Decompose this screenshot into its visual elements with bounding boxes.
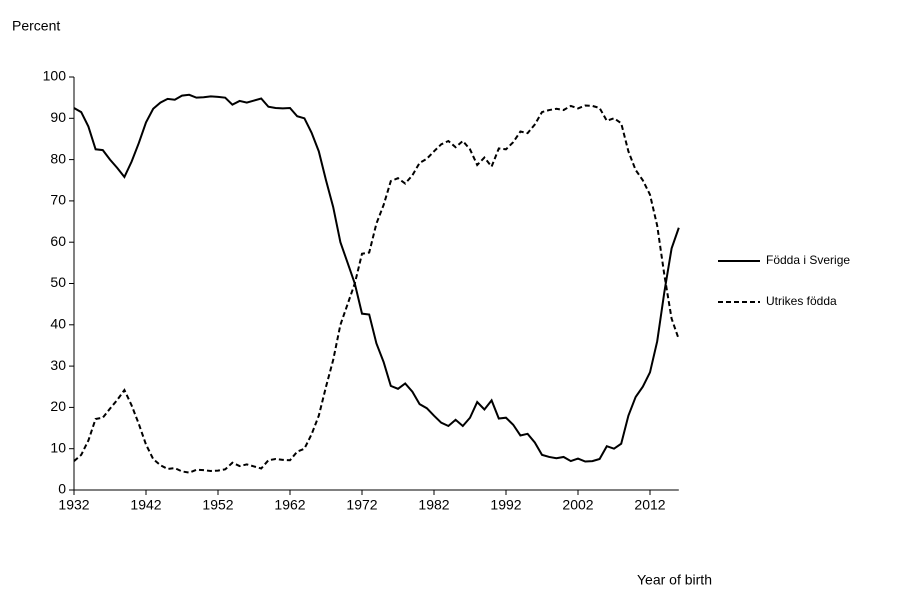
y-tick-label: 30 (50, 357, 66, 373)
legend-label: Födda i Sverige (766, 253, 850, 267)
y-tick-label: 60 (50, 233, 66, 249)
y-tick-label: 20 (50, 398, 66, 414)
y-axis-label: Percent (12, 18, 60, 34)
legend-label: Utrikes födda (766, 294, 837, 308)
x-axis-label: Year of birth (637, 572, 712, 588)
y-tick-label: 90 (50, 109, 66, 125)
y-tick-label: 10 (50, 439, 66, 455)
x-tick-label: 1962 (274, 497, 305, 513)
y-tick-label: 50 (50, 274, 66, 290)
y-tick-label: 70 (50, 192, 66, 208)
x-tick-label: 1932 (58, 497, 89, 513)
x-tick-label: 1982 (418, 497, 449, 513)
y-tick-label: 0 (58, 481, 66, 497)
x-tick-label: 1942 (130, 497, 161, 513)
x-tick-label: 1952 (202, 497, 233, 513)
x-tick-label: 1992 (490, 497, 521, 513)
y-tick-label: 100 (43, 68, 67, 84)
series-line (73, 104, 680, 474)
series-line (73, 93, 680, 463)
y-tick-label: 80 (50, 150, 66, 166)
y-tick-label: 40 (50, 316, 66, 332)
x-tick-label: 1972 (346, 497, 377, 513)
x-tick-label: 2012 (634, 497, 665, 513)
x-tick-label: 2002 (562, 497, 593, 513)
